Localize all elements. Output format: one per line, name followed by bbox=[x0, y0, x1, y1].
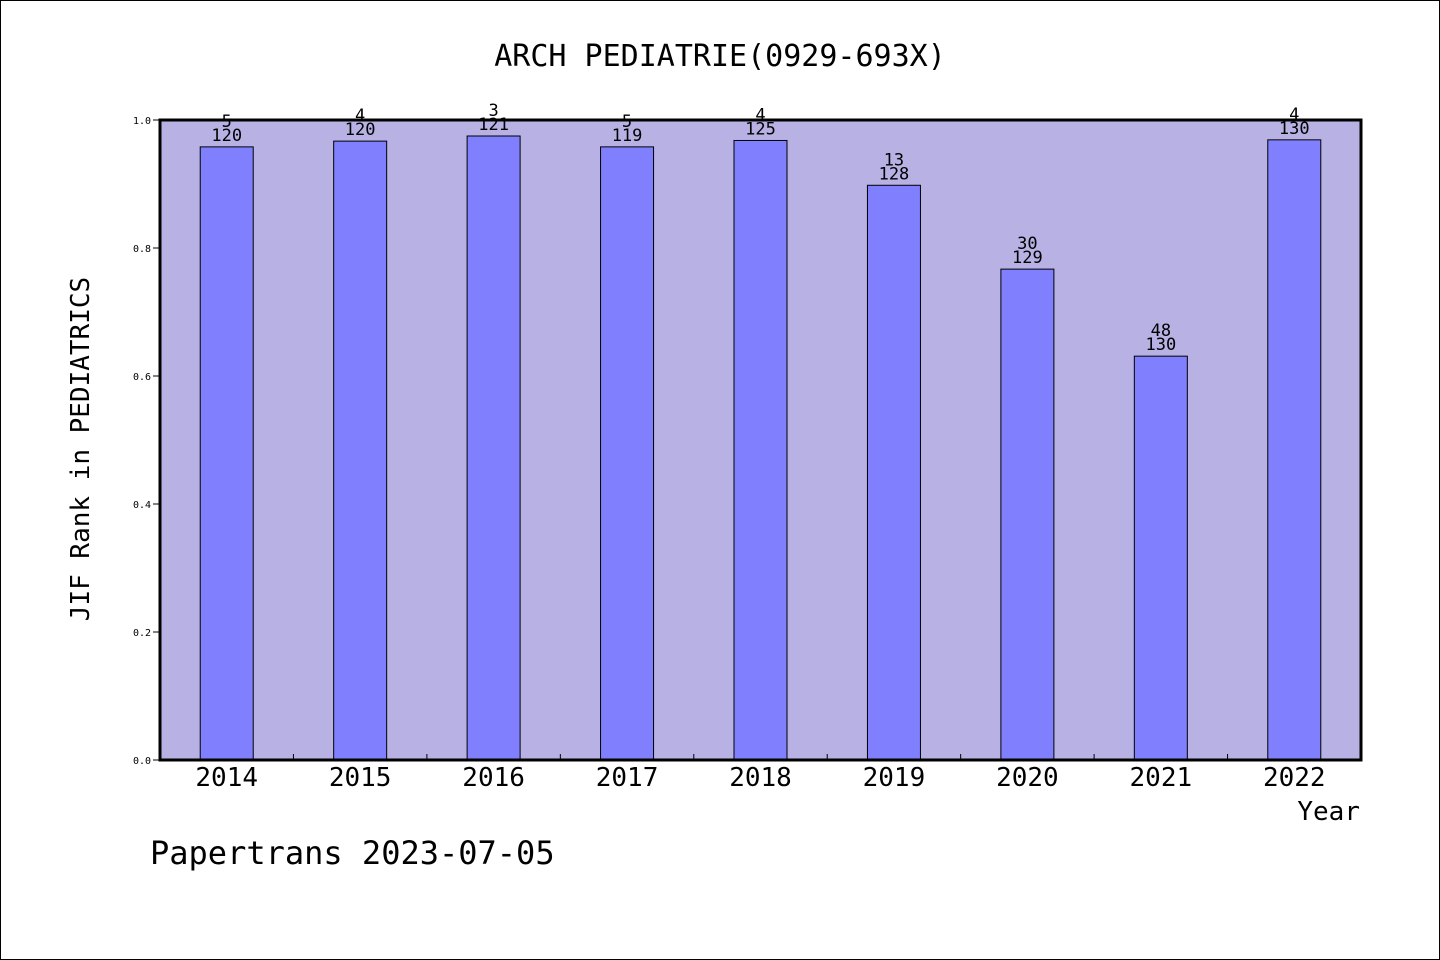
y-tick-label: 0.8 bbox=[133, 244, 151, 255]
x-tick-label: 2014 bbox=[195, 763, 258, 793]
y-tick-label: 0.4 bbox=[133, 500, 151, 511]
y-tick-label: 1.0 bbox=[133, 116, 151, 127]
bar-rank-label: 4 bbox=[355, 106, 365, 126]
bar-rank-label: 5 bbox=[222, 112, 232, 132]
y-tick-label: 0.2 bbox=[133, 628, 151, 639]
bar-2015 bbox=[333, 140, 388, 761]
bar-2014 bbox=[199, 146, 254, 761]
x-tick-label: 2020 bbox=[996, 763, 1059, 793]
bar-total-label: 128 bbox=[879, 164, 910, 184]
footer-watermark: Papertrans 2023-07-05 bbox=[150, 834, 555, 872]
bar-total-label: 120 bbox=[345, 120, 376, 140]
x-tick-label: 2017 bbox=[596, 763, 659, 793]
chart-title: ARCH PEDIATRIE(0929-693X) bbox=[494, 39, 946, 74]
x-tick-label: 2016 bbox=[462, 763, 525, 793]
bar-2017 bbox=[600, 146, 655, 761]
y-axis: 0.0 0.2 0.4 0.6 0.8 1.0 bbox=[133, 116, 160, 767]
x-tick-label: 2015 bbox=[329, 763, 392, 793]
y-axis-label: JIF Rank in PEDIATRICS bbox=[66, 277, 96, 621]
x-axis: 2014 2015 2016 2017 2018 2019 2020 2021 2022 bbox=[195, 754, 1326, 793]
bar-total-label: 130 bbox=[1145, 335, 1176, 355]
bar-total-label: 119 bbox=[612, 126, 643, 146]
bar-total-label: 130 bbox=[1279, 119, 1310, 139]
x-tick-label: 2018 bbox=[729, 763, 792, 793]
bar-2018 bbox=[733, 139, 788, 761]
bar-rank-label: 13 bbox=[884, 150, 904, 170]
bar-total-label: 121 bbox=[478, 115, 509, 135]
x-tick-label: 2019 bbox=[863, 763, 926, 793]
y-tick-label: 0.6 bbox=[133, 372, 151, 383]
y-tick-label: 0.0 bbox=[133, 756, 151, 767]
bar-2016 bbox=[466, 135, 521, 761]
x-tick-label: 2022 bbox=[1263, 763, 1326, 793]
x-axis-label: Year bbox=[1297, 797, 1360, 827]
bar-2020 bbox=[1000, 268, 1055, 761]
plot-border bbox=[158, 118, 1363, 762]
bar-2021 bbox=[1133, 355, 1188, 761]
bar-2022 bbox=[1267, 139, 1322, 761]
bar-rank-label: 30 bbox=[1017, 234, 1037, 254]
bar-total-label: 129 bbox=[1012, 248, 1043, 268]
bar-total-label: 120 bbox=[211, 126, 242, 146]
x-tick-label: 2021 bbox=[1130, 763, 1193, 793]
bar-2019 bbox=[866, 184, 921, 761]
bar-rank-label: 3 bbox=[488, 101, 498, 121]
bar-rank-label: 5 bbox=[622, 112, 632, 132]
bar-total-label: 125 bbox=[745, 119, 776, 139]
bar-rank-label: 48 bbox=[1151, 321, 1171, 341]
bar-rank-label: 4 bbox=[1289, 105, 1299, 125]
bar-rank-label: 4 bbox=[755, 105, 765, 125]
